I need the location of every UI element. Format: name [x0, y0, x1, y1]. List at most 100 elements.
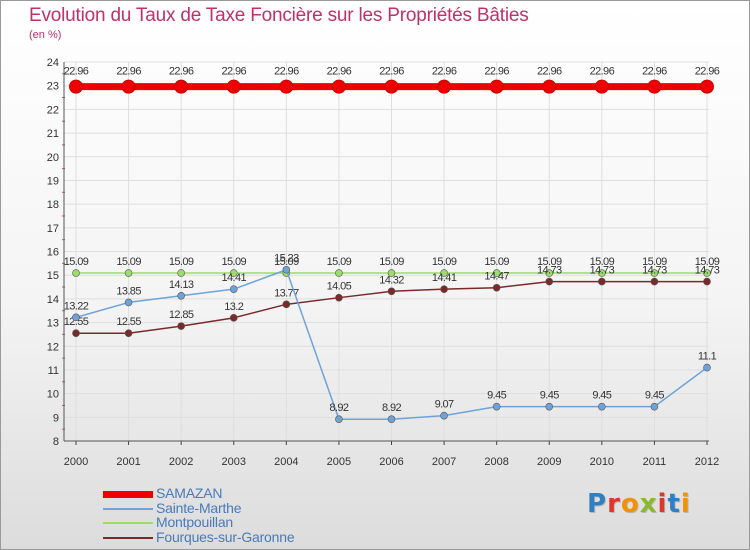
data-point: [545, 402, 554, 411]
data-point: [440, 269, 448, 277]
data-label: 15.09: [274, 256, 299, 268]
data-point: [69, 79, 83, 94]
data-point: [387, 415, 396, 424]
data-point: [650, 269, 659, 277]
x-tick-label: 2000: [64, 456, 88, 468]
data-point: [387, 287, 396, 296]
data-label: 9.45: [487, 390, 506, 402]
x-tick-label: 2006: [379, 456, 403, 468]
y-tick-label: 23: [47, 81, 59, 93]
data-label: 22.96: [432, 66, 457, 78]
x-tick-label: 2002: [169, 456, 193, 468]
data-point: [650, 402, 659, 411]
data-point: [226, 79, 241, 94]
y-tick-label: 18: [47, 199, 59, 211]
data-point: [598, 402, 606, 411]
logo-letter: i: [680, 489, 691, 519]
data-point: [335, 415, 343, 424]
y-tick-label: 13: [47, 318, 59, 330]
y-tick-label: 24: [47, 57, 59, 69]
logo-letter: t: [667, 489, 681, 519]
data-label: 15.09: [590, 256, 615, 268]
data-label: 15.09: [537, 256, 562, 268]
data-label: 14.41: [432, 272, 457, 284]
proxiti-logo: Proxiti: [587, 489, 691, 519]
data-label: 22.96: [221, 66, 246, 78]
data-point: [384, 79, 399, 94]
x-tick-label: 2003: [222, 456, 246, 468]
y-tick-label: 10: [47, 389, 59, 401]
data-point: [594, 79, 609, 94]
data-label: 15.09: [642, 256, 667, 268]
data-point: [703, 277, 711, 286]
data-point: [650, 277, 659, 286]
data-point: [177, 322, 185, 330]
y-tick-label: 17: [47, 223, 59, 235]
data-point: [387, 269, 396, 277]
data-point: [703, 269, 711, 277]
data-label: 22.96: [169, 66, 194, 78]
y-tick-label: 22: [47, 104, 59, 116]
data-point: [229, 269, 238, 277]
logo-letter: x: [639, 489, 658, 519]
data-point: [124, 298, 133, 307]
logo-letter: r: [607, 489, 621, 519]
data-point: [121, 79, 136, 94]
data-label: 22.96: [695, 66, 720, 78]
data-label: 15.23: [274, 253, 299, 265]
series-samazan: 22.96 22.96 22.96 22.96 22.96 22.96 22.96 22.96…: [64, 66, 720, 94]
data-point: [492, 402, 501, 411]
data-point: [177, 291, 185, 300]
x-tick-label: 2008: [484, 456, 508, 468]
data-label: 11.1: [698, 351, 717, 363]
legend-swatch: [103, 507, 153, 510]
legend-swatch: [103, 536, 153, 539]
data-label: 13.2: [224, 301, 243, 313]
y-tick-label: 11: [48, 365, 59, 377]
data-label: 15.09: [379, 256, 404, 268]
data-label: 14.05: [327, 281, 352, 293]
data-point: [282, 300, 291, 309]
legend-label: Fourques-sur-Garonne: [156, 528, 295, 545]
data-point: [282, 265, 291, 274]
y-tick-label: 20: [47, 152, 59, 164]
data-point: [700, 79, 714, 94]
data-label: 9.45: [592, 390, 611, 402]
x-tick-label: 2011: [643, 456, 667, 468]
data-label: 22.96: [64, 66, 89, 78]
data-point: [437, 79, 452, 94]
y-tick-label: 12: [47, 341, 59, 353]
data-label: 14.32: [379, 274, 404, 286]
data-point: [335, 293, 343, 302]
data-label: 14.73: [590, 265, 615, 277]
data-label: 8.92: [329, 402, 348, 414]
x-tick-label: 2009: [537, 456, 561, 468]
legend-swatch: [103, 522, 153, 524]
data-label: 22.96: [327, 66, 352, 78]
data-point: [545, 277, 554, 286]
data-label: 12.55: [116, 316, 141, 328]
data-label: 9.07: [435, 399, 454, 411]
data-label: 14.73: [537, 265, 562, 277]
y-tick-label: 14: [47, 294, 59, 306]
data-label: 22.96: [116, 66, 141, 78]
data-point: [598, 269, 606, 277]
y-tick-label: 8: [53, 436, 59, 448]
legend-label: Montpouillan: [156, 514, 233, 530]
data-label: 13.22: [64, 300, 89, 312]
data-label: 22.96: [379, 66, 404, 78]
data-label: 13.85: [116, 285, 141, 297]
data-label: 22.96: [484, 66, 509, 78]
data-point: [542, 79, 557, 94]
data-point: [598, 277, 606, 286]
x-tick-label: 2012: [695, 456, 719, 468]
data-label: 14.41: [221, 272, 246, 284]
data-label: 22.96: [642, 66, 667, 78]
data-label: 15.09: [695, 256, 720, 268]
data-label: 15.09: [221, 256, 246, 268]
data-point: [72, 329, 80, 338]
y-tick-label: 19: [47, 175, 59, 187]
data-label: 15.09: [116, 256, 141, 268]
data-point: [440, 411, 448, 420]
x-tick-label: 2004: [274, 456, 298, 468]
